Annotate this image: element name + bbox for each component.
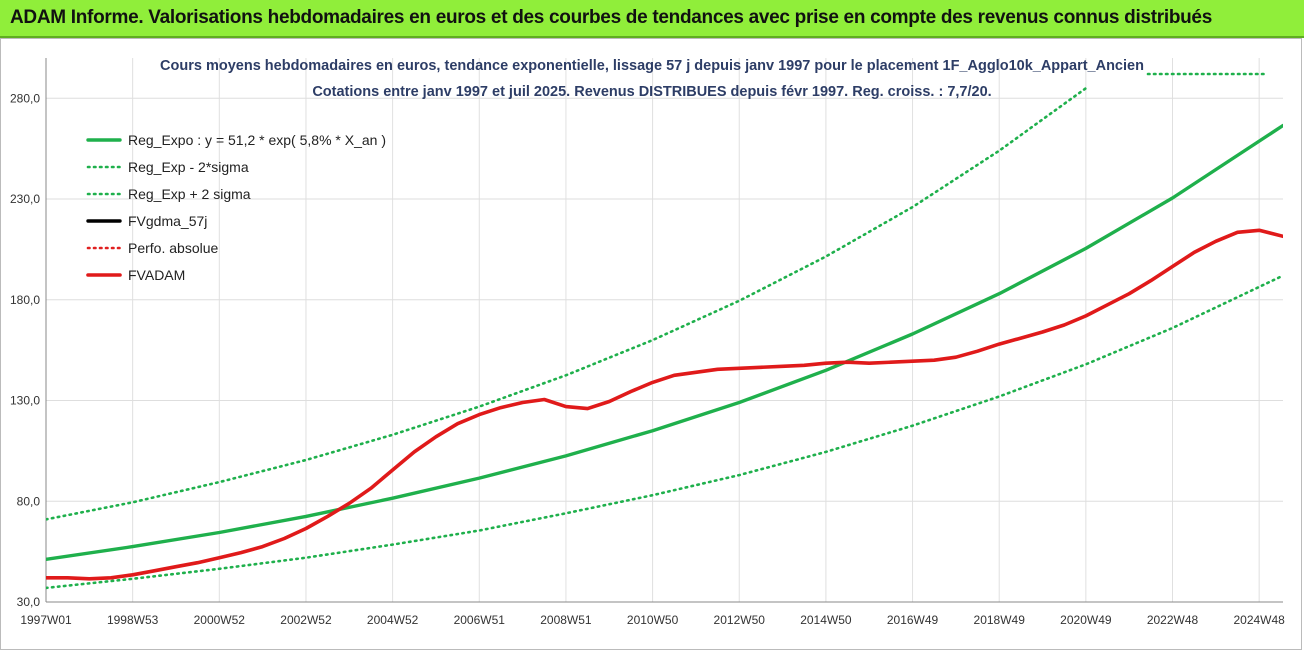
legend-label-5: FVADAM bbox=[128, 267, 185, 283]
y-tick-label: 80,0 bbox=[17, 494, 41, 508]
x-tick-label: 2014W50 bbox=[800, 613, 852, 627]
x-tick-label: 2002W52 bbox=[280, 613, 332, 627]
chart-frame bbox=[0, 38, 1302, 650]
series-line-1 bbox=[46, 274, 1283, 590]
y-tick-label: 130,0 bbox=[10, 394, 40, 408]
x-tick-label: 2022W48 bbox=[1147, 613, 1199, 627]
series-line-5 bbox=[46, 228, 1283, 581]
x-tick-label: 2024W48 bbox=[1233, 613, 1285, 627]
x-tick-label: 2010W50 bbox=[627, 613, 679, 627]
y-tick-label: 230,0 bbox=[10, 192, 40, 206]
legend-label-0: Reg_Expo : y = 51,2 * exp( 5,8% * X_an ) bbox=[128, 132, 386, 148]
y-tick-label: 280,0 bbox=[10, 91, 40, 105]
x-tick-label: 2006W51 bbox=[454, 613, 506, 627]
x-tick-label: 2008W51 bbox=[540, 613, 592, 627]
legend: Reg_Expo : y = 51,2 * exp( 5,8% * X_an )… bbox=[86, 132, 386, 283]
y-tick-label: 180,0 bbox=[10, 293, 40, 307]
x-tick-label: 1997W01 bbox=[20, 613, 72, 627]
series-group bbox=[46, 86, 1283, 590]
x-tick-label: 2018W49 bbox=[974, 613, 1026, 627]
chart-subtitle: Cotations entre janv 1997 et juil 2025. … bbox=[312, 84, 991, 100]
axes: 30,0 80,0 130,0 180,0 230,0 280,0 1997W01 1998W… bbox=[10, 58, 1285, 627]
x-tick-label: 2004W52 bbox=[367, 613, 419, 627]
x-tick-label: 2016W49 bbox=[887, 613, 939, 627]
series-line-0 bbox=[46, 123, 1283, 561]
report-banner: ADAM Informe. Valorisations hebdomadaire… bbox=[0, 0, 1304, 38]
series-line-2 bbox=[46, 86, 1088, 521]
legend-label-2: Reg_Exp + 2 sigma bbox=[128, 186, 251, 202]
banner-title: ADAM Informe. Valorisations hebdomadaire… bbox=[10, 7, 1212, 28]
x-tick-label: 1998W53 bbox=[107, 613, 159, 627]
x-tick-label: 2000W52 bbox=[194, 613, 246, 627]
line-chart: 30,0 80,0 130,0 180,0 230,0 280,0 1997W01 1998W… bbox=[10, 58, 1285, 627]
x-tick-label: 2020W49 bbox=[1060, 613, 1112, 627]
x-tick-label: 2012W50 bbox=[714, 613, 766, 627]
legend-label-4: Perfo. absolue bbox=[128, 240, 218, 256]
chart-title: Cours moyens hebdomadaires en euros, ten… bbox=[160, 58, 1144, 74]
y-tick-label: 30,0 bbox=[17, 595, 41, 609]
legend-label-1: Reg_Exp - 2*sigma bbox=[128, 159, 249, 175]
legend-label-3: FVgdma_57j bbox=[128, 213, 207, 229]
